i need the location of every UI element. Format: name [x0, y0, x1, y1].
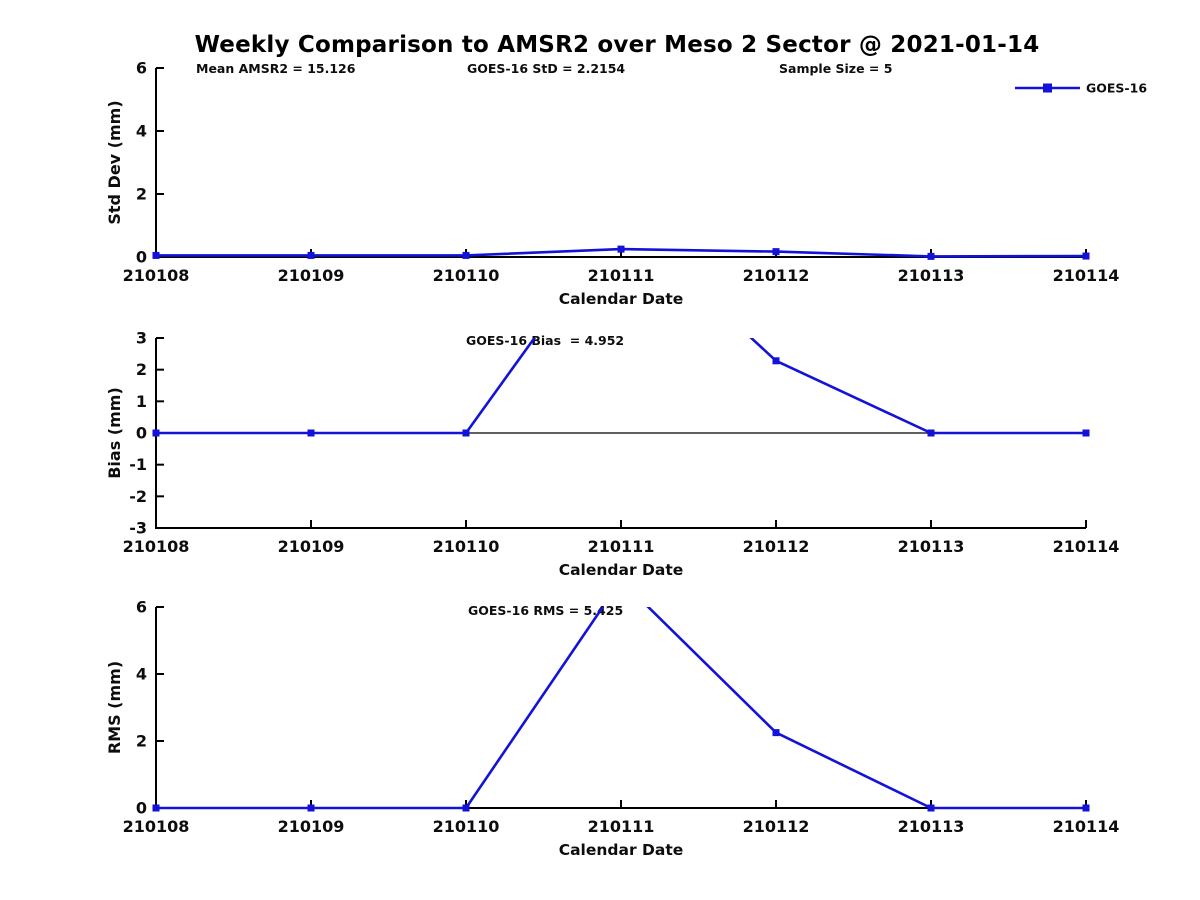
- x-tick-label: 210113: [898, 817, 965, 836]
- data-point-marker: [152, 429, 160, 437]
- annotation: GOES-16 StD = 2.2154: [467, 61, 625, 76]
- x-tick-label: 210114: [1053, 537, 1120, 556]
- y-tick-label: 1: [136, 392, 147, 411]
- x-tick-label: 210111: [588, 537, 655, 556]
- y-tick-label: 0: [136, 424, 147, 443]
- data-point-marker: [617, 245, 625, 253]
- series-line: [156, 607, 1086, 810]
- x-axis-title: Calendar Date: [559, 290, 684, 308]
- x-tick-label: 210111: [588, 266, 655, 285]
- y-axis-title: Bias (mm): [105, 387, 124, 479]
- y-tick-label: 3: [136, 329, 147, 348]
- data-point-marker: [927, 252, 935, 260]
- data-point-marker: [772, 357, 780, 365]
- x-tick-label: 210113: [898, 266, 965, 285]
- series-group: [152, 338, 1090, 437]
- data-point-marker: [462, 804, 470, 812]
- data-point-marker: [307, 804, 315, 812]
- data-point-marker: [1082, 804, 1090, 812]
- y-tick-label: 4: [136, 665, 147, 684]
- data-point-marker: [462, 429, 470, 437]
- data-point-marker: [462, 251, 470, 259]
- bias-chart: -3 -2 -1 0 1 2 3 210108 210109 210110 210111 210112…: [105, 329, 1120, 580]
- data-point-marker: [152, 251, 160, 259]
- x-tick-label: 210108: [123, 537, 190, 556]
- series-group: [152, 607, 1090, 812]
- data-point-marker: [1082, 429, 1090, 437]
- data-point-marker: [307, 429, 315, 437]
- y-tick-label: 2: [136, 185, 147, 204]
- x-tick-label: 210112: [743, 817, 810, 836]
- x-tick-label: 210112: [743, 266, 810, 285]
- annotation: GOES-16 Bias = 4.952: [466, 333, 624, 348]
- rms-chart: 0 2 4 6 210108 210109 210110 210111 210112 210113…: [105, 598, 1120, 860]
- data-point-marker: [307, 251, 315, 259]
- x-tick-label: 210112: [743, 537, 810, 556]
- x-tick-label: 210109: [278, 537, 345, 556]
- x-tick-label: 210108: [123, 817, 190, 836]
- annotation: Mean AMSR2 = 15.126: [196, 61, 356, 76]
- data-point-marker: [152, 804, 160, 812]
- data-point-marker: [1082, 252, 1090, 260]
- y-tick-label: -2: [129, 487, 147, 506]
- x-tick-label: 210110: [433, 537, 500, 556]
- chart-title: Weekly Comparison to AMSR2 over Meso 2 S…: [194, 32, 1040, 58]
- data-point-marker: [772, 729, 780, 737]
- x-tick-label: 210110: [433, 266, 500, 285]
- y-tick-label: 6: [136, 598, 147, 617]
- y-tick-label: 2: [136, 732, 147, 751]
- data-point-marker: [772, 248, 780, 256]
- x-tick-label: 210114: [1053, 817, 1120, 836]
- y-axis-title: Std Dev (mm): [105, 100, 124, 224]
- x-tick-label: 210111: [588, 817, 655, 836]
- x-tick-label: 210113: [898, 537, 965, 556]
- y-tick-label: -1: [129, 455, 147, 474]
- y-tick-label: 4: [136, 122, 147, 141]
- series-group: [152, 245, 1090, 260]
- x-axis-title: Calendar Date: [559, 841, 684, 859]
- y-tick-label: 0: [136, 799, 147, 818]
- legend-marker: [1043, 83, 1052, 93]
- annotation: Sample Size = 5: [779, 61, 892, 76]
- x-tick-label: 210110: [433, 817, 500, 836]
- x-tick-label: 210108: [123, 266, 190, 285]
- y-tick-label: 6: [136, 59, 147, 78]
- x-tick-label: 210109: [278, 817, 345, 836]
- x-tick-label: 210114: [1053, 266, 1120, 285]
- legend-label: GOES-16: [1086, 81, 1147, 96]
- y-tick-label: 0: [136, 248, 147, 267]
- y-tick-label: -3: [129, 519, 147, 538]
- annotation: GOES-16 RMS = 5.425: [468, 603, 623, 618]
- data-point-marker: [927, 429, 935, 437]
- y-tick-label: 2: [136, 360, 147, 379]
- stddev-chart: 0 2 4 6 210108 210109 210110 210111 210112 210113…: [105, 59, 1147, 309]
- data-point-marker: [927, 804, 935, 812]
- y-axis-title: RMS (mm): [105, 661, 124, 754]
- x-tick-label: 210109: [278, 266, 345, 285]
- x-axis-title: Calendar Date: [559, 561, 684, 579]
